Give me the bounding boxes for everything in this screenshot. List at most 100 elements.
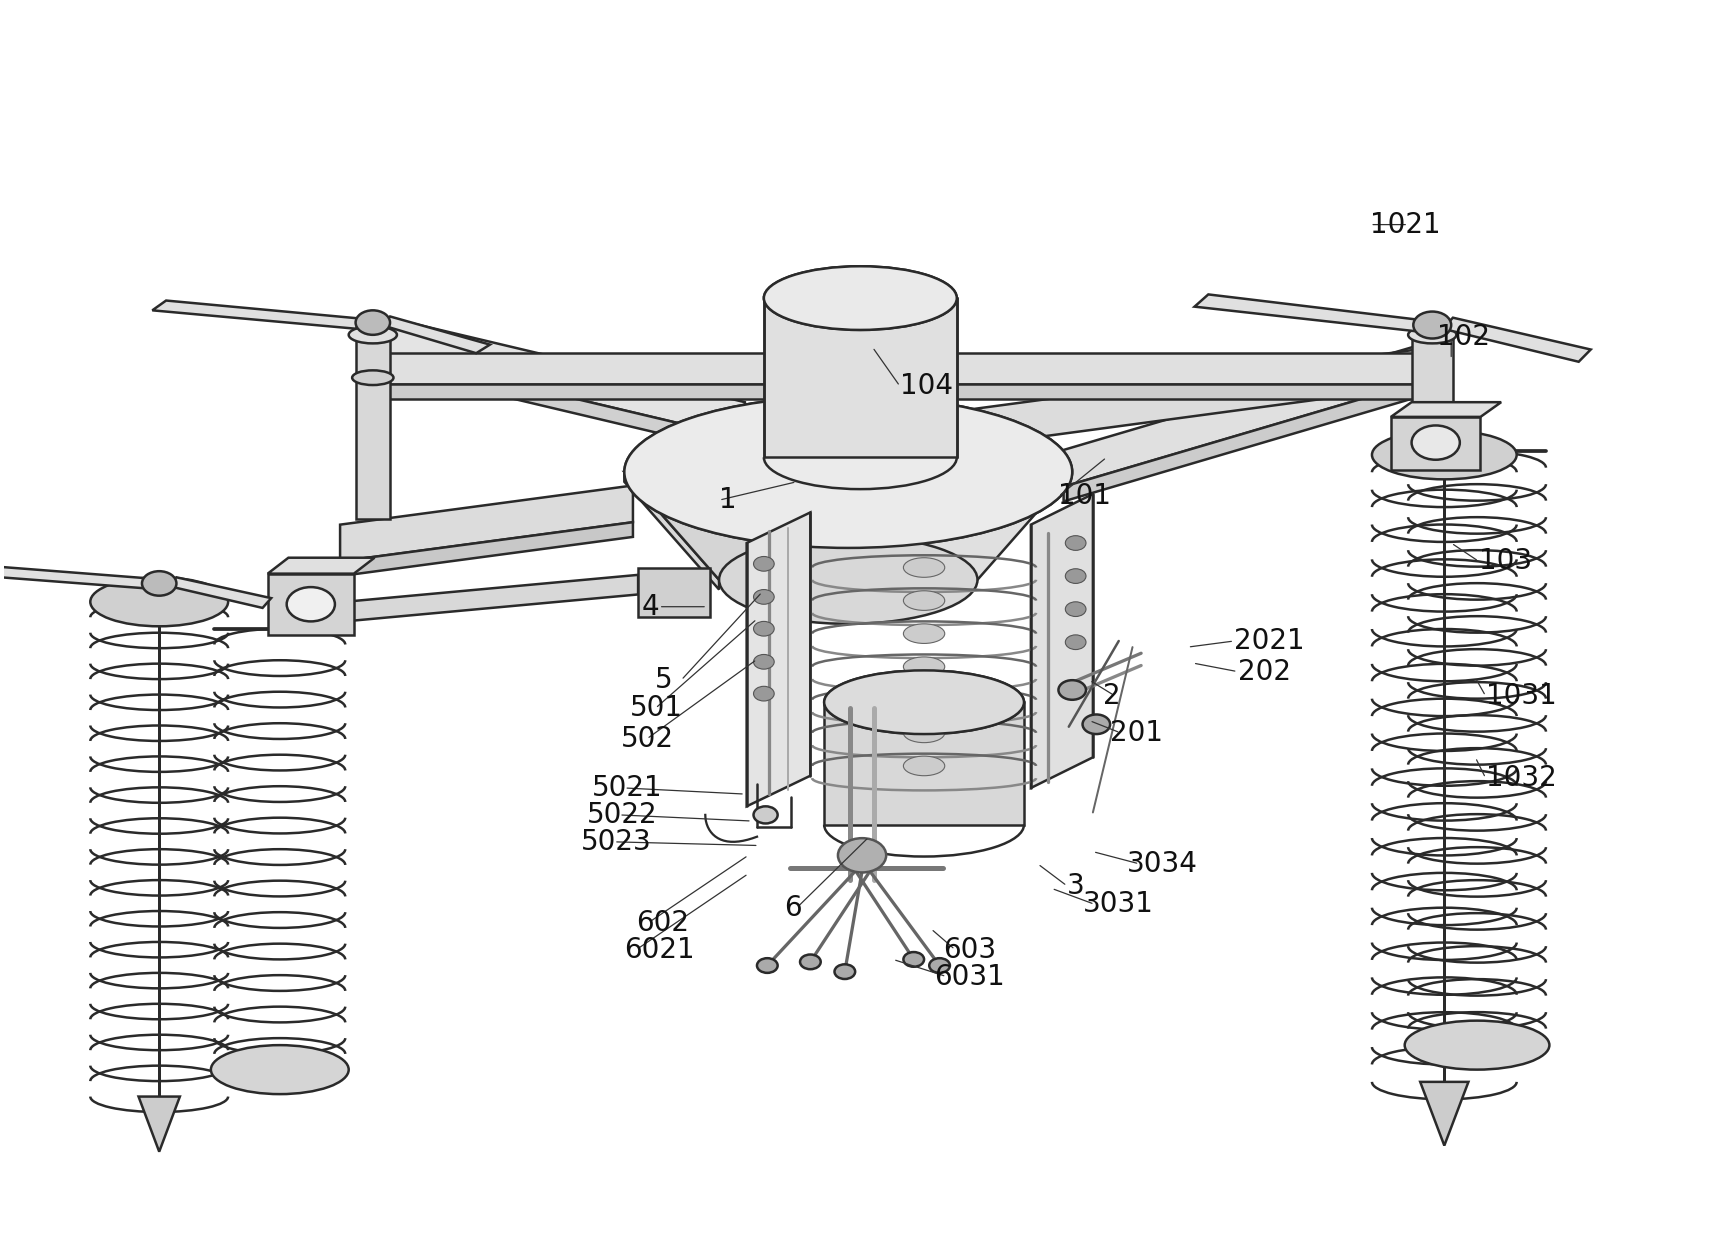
Text: 2021: 2021 bbox=[1233, 628, 1304, 655]
Ellipse shape bbox=[1406, 327, 1455, 344]
Circle shape bbox=[1412, 312, 1450, 339]
Polygon shape bbox=[355, 335, 389, 519]
Ellipse shape bbox=[718, 535, 977, 624]
Polygon shape bbox=[268, 557, 374, 573]
Polygon shape bbox=[1391, 417, 1479, 470]
Polygon shape bbox=[1194, 295, 1420, 332]
Polygon shape bbox=[625, 472, 718, 589]
Polygon shape bbox=[382, 353, 1420, 383]
Polygon shape bbox=[382, 353, 744, 454]
Circle shape bbox=[355, 311, 389, 335]
Text: 101: 101 bbox=[1057, 482, 1111, 510]
Circle shape bbox=[753, 687, 773, 702]
Circle shape bbox=[1081, 714, 1109, 734]
Ellipse shape bbox=[903, 690, 945, 709]
Polygon shape bbox=[168, 577, 272, 608]
Text: 3031: 3031 bbox=[1081, 890, 1152, 919]
Text: 6: 6 bbox=[784, 894, 801, 922]
Circle shape bbox=[1064, 635, 1085, 650]
Polygon shape bbox=[268, 573, 353, 635]
Text: 102: 102 bbox=[1436, 323, 1490, 351]
Text: 3034: 3034 bbox=[1126, 850, 1197, 878]
Ellipse shape bbox=[903, 657, 945, 677]
Polygon shape bbox=[1391, 402, 1500, 417]
Ellipse shape bbox=[287, 587, 334, 621]
Polygon shape bbox=[848, 472, 1071, 580]
Ellipse shape bbox=[1410, 425, 1458, 460]
Text: 6031: 6031 bbox=[934, 963, 1005, 990]
Text: 202: 202 bbox=[1237, 657, 1291, 686]
Ellipse shape bbox=[903, 723, 945, 742]
Circle shape bbox=[1064, 535, 1085, 550]
Ellipse shape bbox=[351, 370, 393, 385]
Polygon shape bbox=[823, 703, 1024, 825]
Polygon shape bbox=[339, 486, 633, 561]
Polygon shape bbox=[1062, 382, 1415, 502]
Ellipse shape bbox=[763, 266, 957, 330]
Ellipse shape bbox=[903, 756, 945, 776]
Polygon shape bbox=[746, 513, 810, 806]
Text: 4: 4 bbox=[642, 593, 659, 620]
Ellipse shape bbox=[903, 624, 945, 644]
Polygon shape bbox=[1419, 1081, 1467, 1145]
Text: 1031: 1031 bbox=[1484, 682, 1555, 710]
Polygon shape bbox=[0, 563, 151, 588]
Polygon shape bbox=[138, 1096, 180, 1152]
Text: 502: 502 bbox=[621, 725, 673, 753]
Ellipse shape bbox=[625, 396, 1071, 547]
Ellipse shape bbox=[903, 557, 945, 577]
Polygon shape bbox=[152, 301, 363, 329]
Text: 3: 3 bbox=[1066, 872, 1085, 900]
Text: 1: 1 bbox=[718, 486, 737, 514]
Text: 603: 603 bbox=[943, 936, 995, 964]
Polygon shape bbox=[382, 383, 1420, 398]
Circle shape bbox=[753, 655, 773, 670]
Circle shape bbox=[1057, 681, 1085, 700]
Circle shape bbox=[799, 954, 820, 969]
Polygon shape bbox=[381, 317, 490, 353]
Text: 103: 103 bbox=[1477, 547, 1531, 576]
Circle shape bbox=[1064, 568, 1085, 583]
Polygon shape bbox=[1441, 318, 1590, 361]
Circle shape bbox=[929, 958, 950, 973]
Ellipse shape bbox=[763, 266, 957, 330]
Text: 5021: 5021 bbox=[592, 774, 663, 801]
Ellipse shape bbox=[90, 577, 228, 626]
Polygon shape bbox=[960, 349, 1415, 448]
Text: 201: 201 bbox=[1109, 719, 1163, 747]
Text: 1021: 1021 bbox=[1370, 211, 1439, 239]
Polygon shape bbox=[763, 298, 957, 457]
Text: 602: 602 bbox=[637, 909, 689, 937]
Polygon shape bbox=[638, 567, 709, 616]
Circle shape bbox=[753, 589, 773, 604]
Ellipse shape bbox=[903, 591, 945, 610]
Polygon shape bbox=[1031, 494, 1092, 788]
Text: 5: 5 bbox=[656, 666, 673, 694]
Polygon shape bbox=[339, 523, 633, 576]
Circle shape bbox=[753, 556, 773, 571]
Circle shape bbox=[1064, 602, 1085, 616]
Ellipse shape bbox=[823, 671, 1024, 734]
Ellipse shape bbox=[823, 671, 1024, 734]
Circle shape bbox=[903, 952, 924, 967]
Ellipse shape bbox=[211, 1046, 348, 1094]
Text: 501: 501 bbox=[630, 694, 682, 723]
Text: 6021: 6021 bbox=[625, 936, 694, 964]
Circle shape bbox=[753, 806, 777, 824]
Polygon shape bbox=[1062, 345, 1415, 487]
Ellipse shape bbox=[1403, 1021, 1548, 1069]
Text: 2: 2 bbox=[1102, 682, 1121, 710]
Circle shape bbox=[837, 838, 886, 873]
Text: 1032: 1032 bbox=[1484, 764, 1555, 792]
Text: 5023: 5023 bbox=[581, 827, 652, 856]
Ellipse shape bbox=[625, 396, 1071, 547]
Polygon shape bbox=[330, 575, 638, 623]
Ellipse shape bbox=[1406, 436, 1455, 454]
Polygon shape bbox=[625, 472, 848, 580]
Circle shape bbox=[142, 571, 176, 596]
Circle shape bbox=[756, 958, 777, 973]
Text: 104: 104 bbox=[900, 372, 953, 401]
Ellipse shape bbox=[348, 327, 396, 344]
Text: 5022: 5022 bbox=[586, 801, 657, 829]
Ellipse shape bbox=[1372, 430, 1515, 480]
